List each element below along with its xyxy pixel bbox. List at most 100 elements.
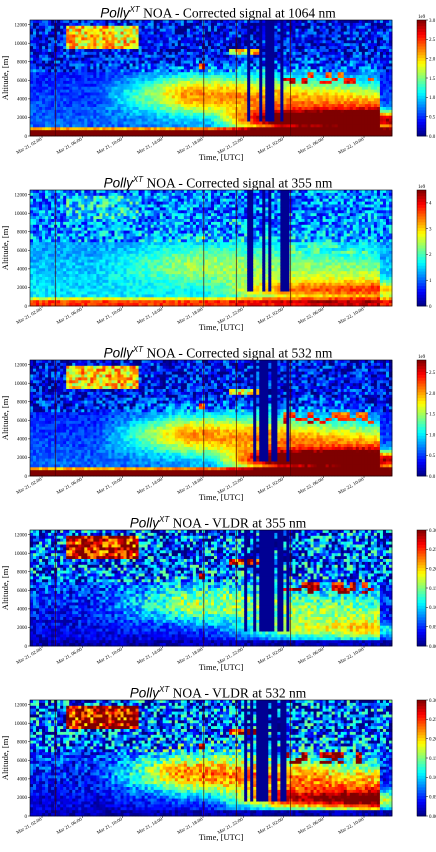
heatmap-cell <box>51 32 54 35</box>
heatmap-cell <box>353 119 356 122</box>
heatmap-cell <box>57 113 60 116</box>
heatmap-cell <box>124 122 127 125</box>
heatmap-cell <box>111 26 114 29</box>
heatmap-cell <box>108 116 111 119</box>
heatmap-cell <box>308 40 311 43</box>
heatmap-cell <box>78 26 81 29</box>
heatmap-cell <box>344 119 347 122</box>
heatmap-cell <box>262 104 265 107</box>
heatmap-cell <box>166 124 169 127</box>
heatmap-cell <box>81 95 84 98</box>
heatmap-cell <box>33 268 36 271</box>
heatmap-cell <box>84 127 87 130</box>
heatmap-cell <box>33 107 36 110</box>
heatmap-cell <box>371 113 374 116</box>
heatmap-cell <box>377 127 380 130</box>
heatmap-cell <box>81 66 84 69</box>
heatmap-cell <box>289 61 292 64</box>
heatmap-cell <box>157 72 160 75</box>
heatmap-cell <box>311 40 314 43</box>
heatmap-cell <box>51 119 54 122</box>
heatmap-cell <box>244 78 247 81</box>
heatmap-cell <box>329 69 332 72</box>
heatmap-cell <box>371 32 374 35</box>
heatmap-cell <box>99 23 102 26</box>
heatmap-cell <box>280 122 283 125</box>
colorbar-segment <box>417 20 426 23</box>
heatmap-cell <box>329 87 332 90</box>
heatmap-cell <box>238 23 241 26</box>
heatmap-cell <box>33 242 36 245</box>
heatmap-cell <box>302 46 305 49</box>
heatmap-cell <box>42 35 45 38</box>
heatmap-cell <box>72 29 75 32</box>
heatmap-cell <box>36 32 39 35</box>
heatmap-cell <box>362 32 365 35</box>
heatmap-cell <box>54 84 57 87</box>
heatmap-cell <box>169 66 172 69</box>
heatmap-cell <box>286 72 289 75</box>
heatmap-cell <box>235 72 238 75</box>
heatmap-cell <box>30 98 33 101</box>
heatmap-cell <box>289 55 292 58</box>
heatmap-cell <box>229 127 232 130</box>
heatmap-cell <box>262 124 265 127</box>
heatmap-cell <box>87 26 90 29</box>
heatmap-cell <box>253 23 256 26</box>
heatmap-cell <box>344 107 347 110</box>
heatmap-cell <box>187 32 190 35</box>
heatmap-cell <box>187 43 190 46</box>
heatmap-cell <box>359 84 362 87</box>
heatmap-cell <box>362 29 365 32</box>
heatmap-cell <box>383 78 386 81</box>
heatmap-cell <box>39 127 42 130</box>
heatmap-cell <box>105 124 108 127</box>
heatmap-cell <box>33 32 36 35</box>
heatmap-cell <box>280 90 283 93</box>
heatmap-cell <box>247 75 250 78</box>
heatmap-cell <box>329 122 332 125</box>
heatmap-cell <box>114 55 117 58</box>
heatmap-cell <box>154 95 157 98</box>
heatmap-cell <box>136 78 139 81</box>
heatmap-cell <box>220 78 223 81</box>
heatmap-cell <box>151 55 154 58</box>
heatmap-cell <box>205 130 208 133</box>
heatmap-cell <box>229 84 232 87</box>
heatmap-cell <box>335 43 338 46</box>
heatmap-cell <box>127 55 130 58</box>
heatmap-cell <box>93 23 96 26</box>
heatmap-cell <box>178 69 181 72</box>
heatmap-cell <box>63 69 66 72</box>
heatmap-cell <box>36 46 39 49</box>
heatmap-cell <box>362 35 365 38</box>
heatmap-cell <box>145 23 148 26</box>
heatmap-cell <box>205 52 208 55</box>
heatmap-cell <box>277 40 280 43</box>
heatmap-cell <box>229 20 232 23</box>
heatmap-cell <box>223 81 226 84</box>
heatmap-cell <box>217 72 220 75</box>
heatmap-cell <box>383 43 386 46</box>
heatmap-cell <box>280 46 283 49</box>
heatmap-cell <box>262 130 265 133</box>
heatmap-cell <box>308 127 311 130</box>
heatmap-cell <box>184 98 187 101</box>
heatmap-cell <box>69 84 72 87</box>
heatmap-cell <box>130 130 133 133</box>
heatmap-cell <box>54 29 57 32</box>
heatmap-cell <box>326 66 329 69</box>
heatmap-cell <box>250 98 253 101</box>
heatmap-cell <box>329 64 332 67</box>
heatmap-cell <box>365 52 368 55</box>
heatmap-cell <box>54 90 57 93</box>
heatmap-cell <box>42 98 45 101</box>
heatmap-cell <box>54 124 57 127</box>
heatmap-cell <box>244 23 247 26</box>
heatmap-cell <box>241 107 244 110</box>
heatmap-cell <box>329 26 332 29</box>
heatmap-cell <box>332 93 335 96</box>
heatmap-cell <box>338 61 341 64</box>
heatmap-cell <box>280 130 283 133</box>
heatmap-cell <box>298 87 301 90</box>
